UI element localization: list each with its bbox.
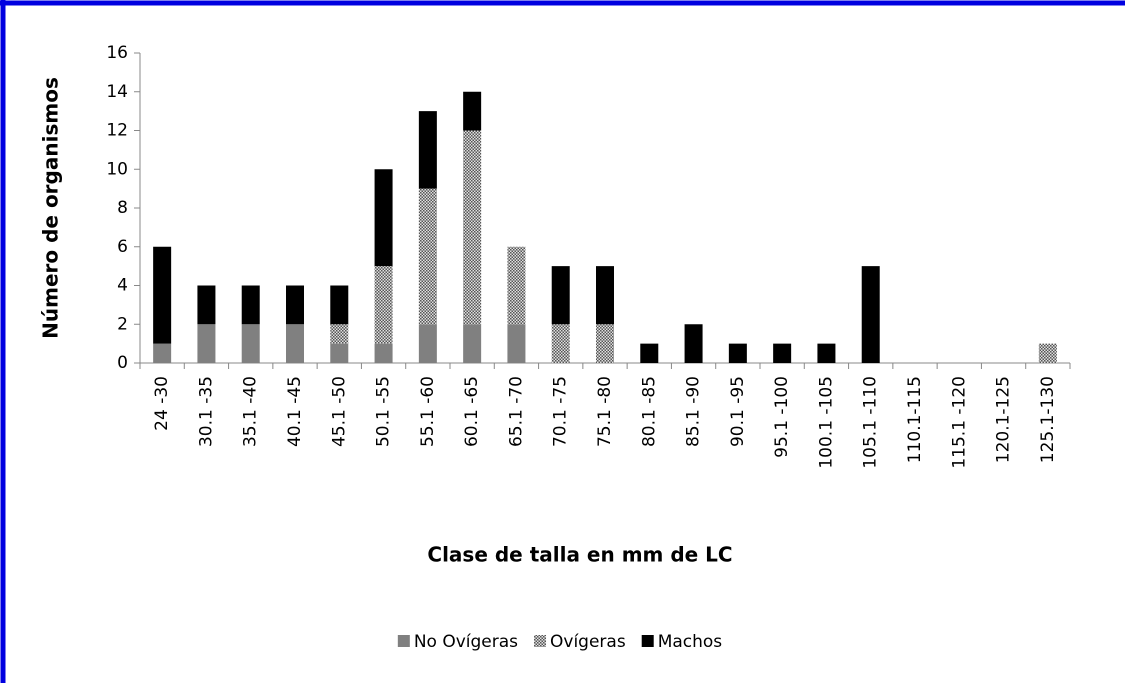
- bar-segment: [817, 343, 836, 363]
- bar-segment: [286, 285, 304, 325]
- bar-segment: [374, 343, 393, 363]
- y-tick-label: 2: [117, 314, 128, 334]
- bar-segment: [861, 266, 880, 363]
- bar-segment: [596, 324, 614, 363]
- y-tick-label: 6: [117, 237, 128, 257]
- x-tick-label: 80.1 -85: [639, 376, 659, 447]
- x-tick-label: 45.1 -50: [329, 376, 349, 447]
- legend-swatch: [397, 635, 410, 647]
- x-axis-title: Clase de talla en mm de LC: [427, 543, 732, 567]
- bar-segment: [596, 266, 614, 325]
- bar-segment: [197, 324, 216, 363]
- legend-swatch: [641, 635, 654, 647]
- bar-segment: [773, 343, 792, 363]
- legend-label: Machos: [658, 632, 723, 652]
- x-tick-label: 125.1-130: [1038, 376, 1058, 463]
- bar-segment: [374, 169, 393, 267]
- bar-segment: [153, 343, 172, 363]
- x-tick-label: 40.1 -45: [285, 376, 305, 447]
- x-tick-label: 75.1 -80: [595, 376, 615, 447]
- x-tick-label: 60.1 -65: [462, 376, 482, 447]
- x-tick-label: 24 -30: [152, 376, 172, 431]
- bar-segment: [241, 324, 260, 363]
- bar-segment: [418, 111, 437, 189]
- x-tick-label: 120.1-125: [994, 376, 1014, 463]
- legend-swatch: [534, 635, 547, 647]
- bar-segment: [197, 285, 216, 325]
- y-tick-label: 16: [106, 43, 128, 63]
- bar-segment: [551, 324, 570, 363]
- bar-segment: [286, 324, 304, 363]
- x-tick-label: 115.1 -120: [949, 376, 969, 469]
- x-tick-label: 50.1 -55: [374, 376, 394, 447]
- bar-segment: [463, 91, 482, 131]
- x-tick-label: 85.1 -90: [684, 376, 704, 447]
- y-axis-title: Número de organismos: [39, 77, 63, 339]
- x-tick-label: 70.1 -75: [551, 376, 571, 447]
- bar-segment: [640, 343, 659, 363]
- bar-segment: [418, 324, 437, 363]
- bar-segment: [507, 324, 526, 363]
- legend-label: Ovígeras: [550, 632, 626, 652]
- y-tick-label: 0: [117, 353, 128, 373]
- y-tick-label: 4: [117, 276, 128, 296]
- bar-segment: [330, 324, 349, 344]
- bar-segment: [374, 266, 393, 344]
- bar-segment: [728, 343, 747, 363]
- legend-label: No Ovígeras: [414, 632, 518, 652]
- bar-segment: [463, 130, 482, 325]
- bar-segment: [241, 285, 260, 325]
- y-tick-label: 14: [106, 82, 128, 102]
- bar-segment: [684, 324, 703, 363]
- x-tick-label: 100.1 -105: [816, 376, 836, 469]
- x-tick-label: 55.1 -60: [418, 376, 438, 447]
- x-tick-label: 95.1 -100: [772, 376, 792, 458]
- x-tick-label: 105.1 -110: [861, 376, 881, 469]
- bar-segment: [1038, 343, 1057, 363]
- bar-segment: [330, 343, 349, 363]
- x-tick-label: 30.1 -35: [196, 376, 216, 447]
- bar-segment: [463, 324, 482, 363]
- y-tick-label: 10: [106, 159, 128, 179]
- y-tick-label: 12: [106, 121, 128, 141]
- bar-segment: [551, 266, 570, 325]
- x-tick-label: 65.1 -70: [506, 376, 526, 447]
- x-tick-label: 35.1 -40: [241, 376, 261, 447]
- bar-segment: [507, 246, 526, 325]
- bar-segment: [418, 188, 437, 325]
- x-tick-label: 90.1 -95: [728, 376, 748, 447]
- bar-segment: [330, 285, 349, 325]
- x-tick-label: 110.1-115: [905, 376, 925, 463]
- bar-segment: [153, 246, 172, 344]
- y-tick-label: 8: [117, 198, 128, 218]
